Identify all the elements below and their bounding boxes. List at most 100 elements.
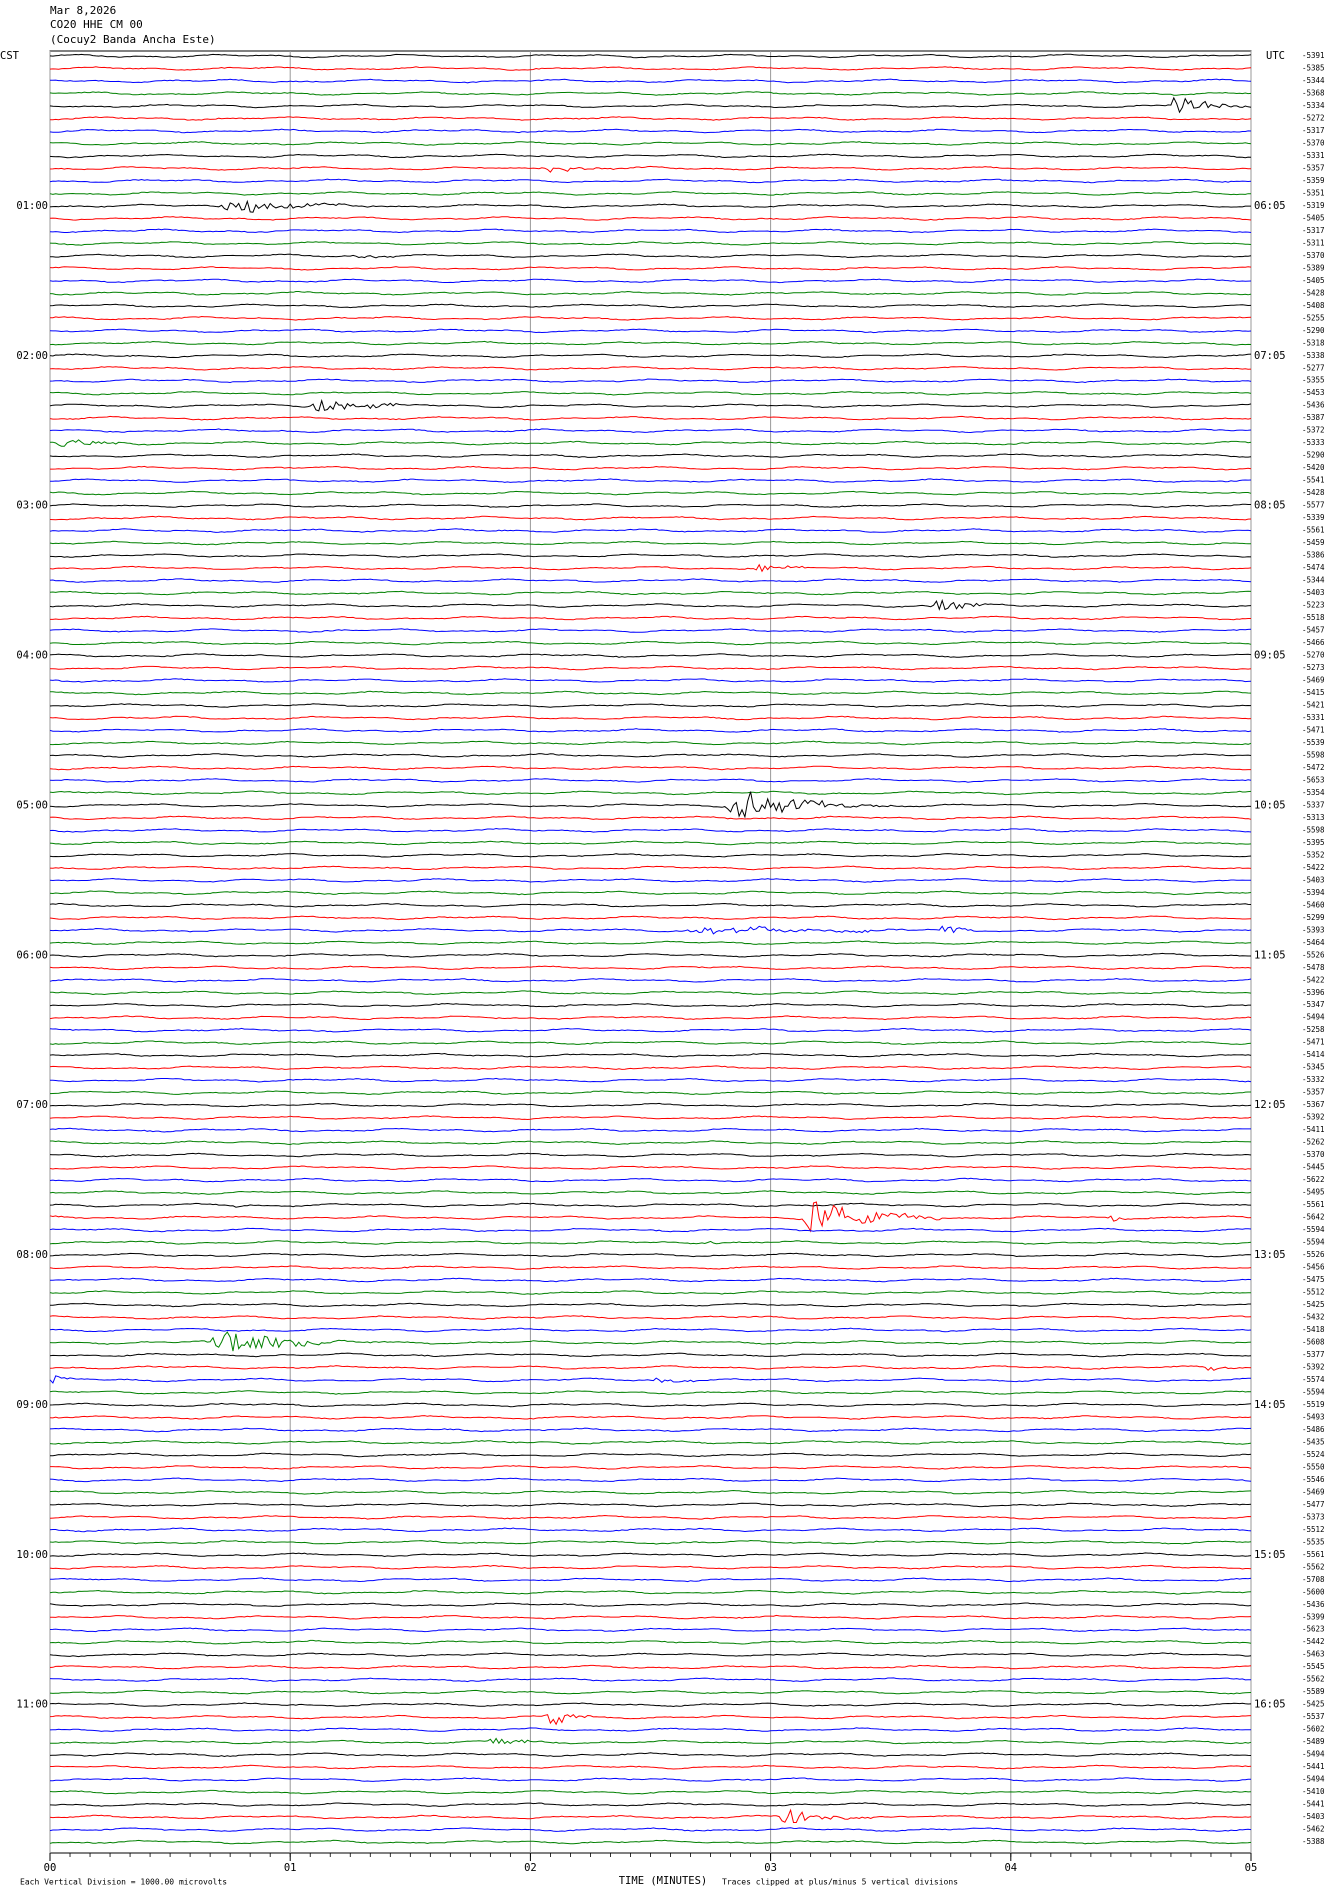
trace-label: -5255 <box>1302 313 1325 322</box>
trace-label: -5469 <box>1302 676 1325 685</box>
left-time-label: 03:00 <box>16 500 48 512</box>
right-time-label: 09:05 <box>1254 650 1286 662</box>
trace-label: -5357 <box>1302 1088 1325 1097</box>
trace <box>49 840 1252 846</box>
trace <box>49 1802 1252 1807</box>
trace <box>49 265 1252 271</box>
trace <box>50 78 1252 84</box>
trace-label: -5428 <box>1302 288 1325 297</box>
trace-label: -5441 <box>1302 1762 1325 1771</box>
trace <box>49 1627 1252 1633</box>
trace <box>49 178 1252 184</box>
title-line: CO20 HHE CM 00 <box>50 18 143 31</box>
left-time-label: 08:00 <box>16 1249 48 1261</box>
trace <box>50 1277 1252 1283</box>
trace-label: -5526 <box>1302 950 1325 959</box>
right-time-label: 14:05 <box>1254 1399 1286 1411</box>
trace-label: -5495 <box>1302 1188 1325 1197</box>
trace-label: -5562 <box>1302 1675 1325 1684</box>
trace-label: -5561 <box>1302 1200 1325 1209</box>
trace-label: -5272 <box>1302 113 1325 122</box>
trace <box>49 1102 1252 1108</box>
scale-note: Each Vertical Division = 1000.00 microvo… <box>20 1878 227 1887</box>
trace-label: -5311 <box>1302 238 1325 247</box>
trace-label: -5392 <box>1302 1113 1325 1122</box>
trace-label: -5642 <box>1302 1213 1325 1222</box>
trace-label: -5410 <box>1302 1787 1325 1796</box>
trace <box>49 1331 1252 1352</box>
trace <box>50 1452 1252 1458</box>
trace <box>49 1402 1252 1408</box>
trace <box>49 1375 1252 1384</box>
trace <box>49 1789 1252 1795</box>
trace <box>50 116 1252 121</box>
trace-label: -5370 <box>1302 251 1325 260</box>
trace <box>49 703 1252 708</box>
trace-label: -5414 <box>1302 1050 1325 1059</box>
trace-label: -5512 <box>1302 1288 1325 1297</box>
trace <box>49 228 1252 234</box>
trace <box>49 1714 1252 1726</box>
x-tick-label: 04 <box>1004 1862 1017 1874</box>
trace <box>49 290 1252 296</box>
trace-label: -5608 <box>1302 1337 1325 1346</box>
trace <box>49 890 1252 896</box>
trace <box>49 278 1252 284</box>
trace-label: -5396 <box>1302 988 1325 997</box>
trace-label: -5368 <box>1302 88 1325 97</box>
trace-label: -5598 <box>1302 825 1325 834</box>
trace <box>49 791 1252 819</box>
trace <box>49 553 1252 558</box>
trace <box>49 1352 1252 1358</box>
trace <box>49 66 1252 71</box>
trace-label: -5393 <box>1302 925 1325 934</box>
trace <box>49 965 1252 971</box>
plot-frame <box>49 50 1252 1854</box>
trace-label: -5332 <box>1302 1075 1325 1084</box>
left-time-label: 10:00 <box>16 1549 48 1561</box>
trace-label: -5411 <box>1302 1125 1325 1134</box>
left-axis-label: CST <box>0 50 20 62</box>
x-tick-label: 05 <box>1245 1862 1258 1874</box>
trace-label: -5535 <box>1302 1537 1325 1546</box>
trace <box>49 628 1252 633</box>
trace-label: -5277 <box>1302 363 1325 372</box>
trace-label: -5386 <box>1302 551 1325 560</box>
trace-label: -5562 <box>1302 1562 1325 1571</box>
trace <box>49 598 1252 611</box>
trace <box>49 1177 1252 1183</box>
trace <box>50 615 1251 621</box>
trace-label: -5512 <box>1302 1525 1325 1534</box>
left-time-label: 05:00 <box>16 799 48 811</box>
trace <box>49 1727 1251 1732</box>
title-line: Mar 8,2026 <box>50 4 116 17</box>
trace <box>50 315 1252 321</box>
trace-label: -5561 <box>1302 1550 1325 1559</box>
trace <box>49 1090 1251 1095</box>
trace-label: -5453 <box>1302 388 1325 397</box>
trace-label: -5273 <box>1302 663 1325 672</box>
trace <box>49 453 1252 459</box>
trace-label: -5344 <box>1302 576 1325 585</box>
trace <box>49 340 1252 346</box>
trace <box>49 1227 1252 1233</box>
trace-label: -5653 <box>1302 775 1325 784</box>
trace-label: -5474 <box>1302 563 1325 572</box>
trace <box>49 1127 1251 1133</box>
trace <box>49 1752 1252 1758</box>
trace-label: -5334 <box>1302 101 1325 110</box>
trace <box>49 398 1252 412</box>
trace-label: -5602 <box>1302 1725 1325 1734</box>
right-time-label: 13:05 <box>1254 1249 1286 1261</box>
trace-label: -5357 <box>1302 163 1325 172</box>
trace-label: -5561 <box>1302 526 1325 535</box>
trace <box>49 1477 1252 1483</box>
trace-label: -5486 <box>1302 1425 1325 1434</box>
trace-label: -5405 <box>1302 276 1325 285</box>
trace-label: -5403 <box>1302 588 1325 597</box>
trace <box>49 1302 1251 1308</box>
trace-label: -5460 <box>1302 900 1325 909</box>
trace-label: -5463 <box>1302 1650 1325 1659</box>
trace-label: -5319 <box>1302 201 1325 210</box>
trace <box>49 640 1252 646</box>
